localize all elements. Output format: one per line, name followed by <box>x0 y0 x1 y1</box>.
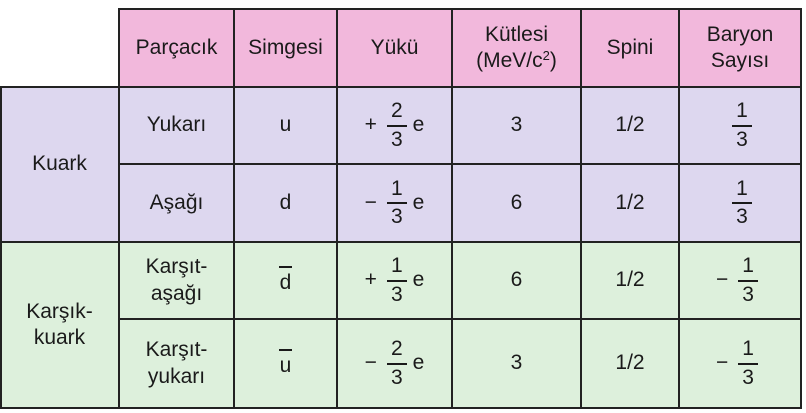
header-baryon-line1: Baryon <box>706 22 774 46</box>
header-symbol-label: Simgesi <box>248 35 323 59</box>
header-particle-label: Parçacık <box>135 35 218 59</box>
row-1-symbol: d <box>234 164 337 242</box>
row-2-name: Karşıt- aşağı <box>119 242 234 319</box>
grid-row-line <box>118 318 802 320</box>
grid-top-line <box>118 8 802 10</box>
header-empty-corner <box>0 9 119 87</box>
row-0-symbol: u <box>234 87 337 164</box>
header-spin: Spini <box>581 9 679 87</box>
grid-col-line <box>118 8 120 409</box>
grid-col-line <box>580 8 582 409</box>
header-spin-label: Spini <box>606 35 654 59</box>
grid-row-line <box>118 163 802 165</box>
grid-col-line <box>233 8 235 409</box>
row-0-name: Yukarı <box>119 87 234 164</box>
row-3-spin: 1/2 <box>581 319 679 408</box>
grid-left-line <box>0 86 2 409</box>
header-mass-line1: Kütlesi <box>484 22 549 46</box>
row-3-symbol: u <box>234 319 337 408</box>
row-3-mass: 3 <box>452 319 581 408</box>
header-baryon-line2: Sayısı <box>710 49 770 72</box>
grid-col-line <box>451 8 453 409</box>
header-particle: Parçacık <box>119 9 234 87</box>
header-symbol: Simgesi <box>234 9 337 87</box>
grid-header-bottom-line <box>0 86 802 88</box>
row-0-spin: 1/2 <box>581 87 679 164</box>
group-antiquark-line1: Karşık- <box>26 299 93 323</box>
row-3-name: Karşıt- yukarı <box>119 319 234 408</box>
header-charge-label: Yükü <box>370 35 419 59</box>
row-2-spin: 1/2 <box>581 242 679 319</box>
header-mass-line2: (MeV/c2) <box>476 48 557 72</box>
header-baryon: Baryon Sayısı <box>679 9 801 87</box>
header-charge: Yükü <box>337 9 452 87</box>
row-2-mass: 6 <box>452 242 581 319</box>
row-1-name: Aşağı <box>119 164 234 242</box>
header-mass: Kütlesi (MeV/c2) <box>452 9 581 87</box>
group-quark: Kuark <box>0 87 119 242</box>
grid-bottom-line <box>0 407 802 409</box>
row-1-spin: 1/2 <box>581 164 679 242</box>
group-antiquark: Karşık- kuark <box>0 242 119 408</box>
row-0-mass: 3 <box>452 87 581 164</box>
row-1-mass: 6 <box>452 164 581 242</box>
row-2-symbol: d <box>234 242 337 319</box>
grid-right-line <box>800 8 802 409</box>
antiquark-bar-symbol: d <box>278 264 293 296</box>
antiquark-bar-symbol: u <box>278 347 293 379</box>
group-antiquark-line2: kuark <box>33 326 86 349</box>
grid-group-line <box>0 241 802 243</box>
grid-col-line <box>336 8 338 409</box>
grid-col-line <box>678 8 680 409</box>
group-quark-label: Kuark <box>32 152 87 176</box>
